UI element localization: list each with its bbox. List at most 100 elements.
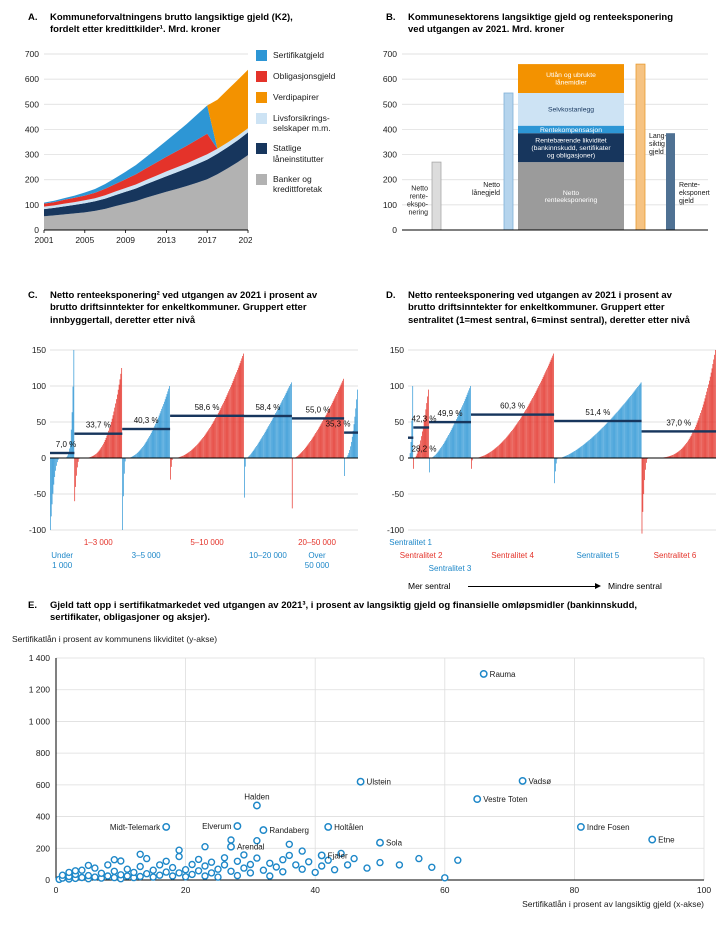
svg-text:lånegjeld: lånegjeld (472, 189, 500, 197)
segment-rentebærende-likviditet-bankinnskudd-sertifikater-og-obligasjoner (518, 133, 624, 163)
bars-sentralitet-6 (641, 350, 716, 534)
svg-text:58,4 %: 58,4 % (255, 403, 280, 412)
svg-text:Fjaler: Fjaler (328, 851, 348, 860)
chart-d-distribution: 28,2 %42,3 %49,9 %60,3 %51,4 %37,0 % 1501… (387, 345, 716, 535)
legend-item-statlige-låneinstitutter: Statlige låneinstitutter (256, 143, 358, 164)
bars-1-3-000 (74, 368, 123, 502)
bars-10-20-000 (244, 382, 292, 498)
group-label-sentralitet-4: Sentralitet 4 (491, 551, 534, 560)
data-point-sola: Sola (376, 839, 403, 848)
chart-d-group-labels: Sentralitet 1 Sentralitet 2 Sentralitet 3 S… (368, 536, 718, 600)
y-tick-labels: 0 100 200 300 400 500 600 700 (25, 49, 39, 235)
x-tick-labels: 0 20 40 60 80 100 (54, 885, 712, 895)
segment-netto-renteeksponering (518, 162, 624, 230)
svg-text:Holtålen: Holtålen (334, 823, 363, 832)
bars-sentralitet-5 (554, 382, 642, 484)
svg-text:Rente-: Rente- (679, 182, 701, 189)
svg-text:55,0 %: 55,0 % (306, 405, 331, 414)
svg-text:Sertifikatlån i prosent av lan: Sertifikatlån i prosent av langsiktig gj… (522, 899, 704, 909)
mean-line-sentralitet-1 (408, 436, 414, 439)
mean-line-sentralitet-2 (413, 426, 430, 429)
data-point-holtålen: Holtålen (324, 823, 364, 832)
svg-text:2017: 2017 (198, 235, 217, 245)
data-point-randaberg: Randaberg (259, 826, 309, 835)
svg-text:0: 0 (399, 453, 404, 463)
legend-item-banker-og-kredittforetak: Banker og kredittforetak (256, 173, 358, 194)
svg-text:20: 20 (181, 885, 191, 895)
group-label-over-50-000: Over 50 000 (304, 551, 330, 570)
chart-c-distribution: 7,0 % 33,7 % 40,3 % 58,6 % 58,4 % 55,0 % 35,3 … (29, 345, 358, 535)
group-label-sentralitet-3: Sentralitet 3 (428, 564, 472, 573)
svg-text:150: 150 (32, 345, 46, 355)
svg-text:28,2 %: 28,2 % (412, 445, 437, 454)
svg-text:400: 400 (383, 124, 397, 134)
svg-text:Etne: Etne (658, 836, 675, 845)
legend-label: Statlige låneinstitutter (273, 143, 324, 164)
bars-5-10-000 (170, 353, 244, 480)
svg-text:0: 0 (54, 885, 59, 895)
mean-line-3-5-000 (122, 427, 171, 431)
chart-a-legend: Sertifikatgjeld Obligasjonsgjeld Verdipapi… (256, 50, 358, 194)
group-label-sentralitet-2: Sentralitet 2 (399, 551, 443, 560)
svg-text:Netto: Netto (483, 182, 500, 189)
svg-text:33,7 %: 33,7 % (86, 421, 111, 430)
data-point-arendal: Arendal (227, 843, 265, 852)
area-obligasjonsgjeld (44, 128, 248, 207)
bar-netto-lånegjeld (503, 92, 514, 231)
panel-e-title: Gjeld tatt opp i sertifikatmarkedet ved … (50, 600, 638, 624)
legend-swatch (256, 113, 267, 124)
group-label-sentralitet-6: Sentralitet 6 (653, 551, 697, 560)
panel-a: A. Kommuneforvaltningens brutto langsikt… (10, 12, 358, 248)
svg-text:-100: -100 (29, 525, 46, 535)
data-point-midt-telemark: Midt-Telemark (110, 823, 171, 832)
segment-utlån-og-ubrukte-lånemidler (518, 64, 624, 93)
gridlines (50, 349, 358, 531)
data-point-ulstein: Ulstein (356, 778, 391, 787)
svg-text:1 400: 1 400 (29, 653, 51, 663)
area-sertifikatgjeld (44, 105, 248, 204)
svg-text:-50: -50 (34, 489, 47, 499)
panel-e: E. Gjeld tatt opp i sertifikatmarkedet v… (10, 600, 714, 912)
svg-text:Vestre Toten: Vestre Toten (483, 795, 527, 804)
svg-text:Utlån og ubrukte: Utlån og ubrukte (546, 71, 596, 79)
bars-under-1-000 (50, 350, 75, 530)
svg-text:37,0 %: 37,0 % (666, 418, 691, 427)
y-tick-labels: 0 100 200 300 400 500 600 700 (383, 49, 397, 235)
avg-labels: 28,2 % 42,3 %49,9 % 60,3 % 51,4 % 37,0 % (412, 402, 692, 454)
panel-d-header: D. Netto renteeksponering ved utgangen a… (368, 290, 718, 342)
svg-text:500: 500 (25, 99, 39, 109)
side-bars: Nettorente-ekspo-neringNettolånegjeldLan… (407, 63, 710, 231)
svg-text:Lang-: Lang- (649, 133, 668, 140)
svg-text:200: 200 (383, 175, 397, 185)
mean-line-sentralitet-3 (429, 420, 471, 424)
svg-text:gjeld: gjeld (679, 198, 694, 205)
svg-text:Randaberg: Randaberg (269, 826, 309, 835)
svg-text:50: 50 (37, 417, 47, 427)
data-point-vadsø: Vadsø (518, 777, 552, 786)
svg-text:renteeksponering: renteeksponering (545, 197, 598, 204)
data-point-halden: Halden (244, 792, 270, 810)
svg-text:Rauma: Rauma (490, 670, 516, 679)
scatter-points (55, 836, 462, 884)
legend-swatch (256, 50, 267, 61)
data-point-vestre-toten: Vestre Toten (473, 795, 528, 804)
avg-labels: 7,0 % 33,7 % 40,3 % 58,6 % 58,4 % 55,0 % 35,3 … (56, 403, 351, 449)
svg-text:Vadsø: Vadsø (529, 777, 552, 786)
svg-text:2013: 2013 (157, 235, 176, 245)
svg-text:ekspo-: ekspo- (407, 201, 429, 208)
segment-selvkostanlegg (518, 93, 624, 126)
svg-text:400: 400 (36, 812, 50, 822)
svg-text:400: 400 (25, 124, 39, 134)
svg-text:Sola: Sola (386, 839, 403, 848)
y-tick-labels: 150 100 50 0 -50 -100 (387, 345, 404, 535)
mean-line-over-50-000 (344, 431, 358, 434)
svg-text:0: 0 (34, 225, 39, 235)
mean-line-sentralitet-4 (471, 413, 555, 416)
gridlines (56, 657, 705, 880)
panel-c-letter: C. (28, 290, 38, 301)
group-label-sentralitet-5: Sentralitet 5 (576, 551, 620, 560)
svg-text:100: 100 (383, 200, 397, 210)
svg-text:siktig: siktig (649, 141, 665, 148)
